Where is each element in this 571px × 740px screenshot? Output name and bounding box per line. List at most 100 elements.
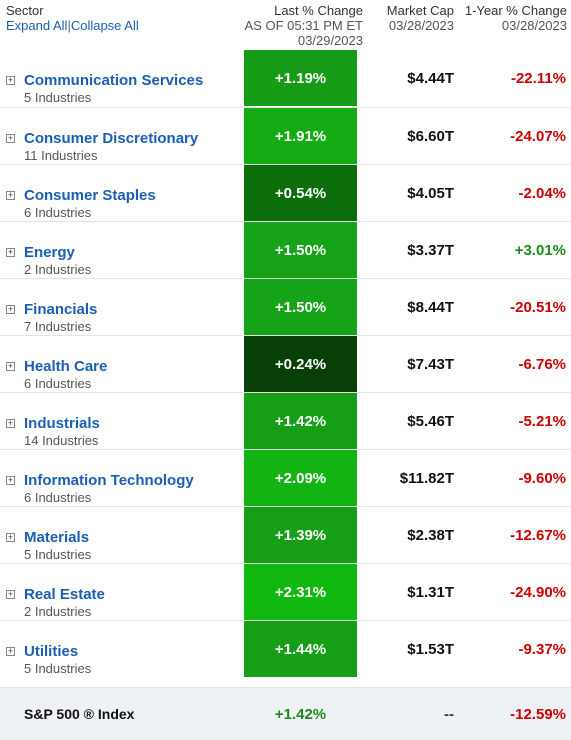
one-year-cell: +3.01%: [514, 241, 566, 259]
last-change-asof: AS OF 05:31 PM ET: [244, 18, 364, 33]
market-cap-cell: $5.46T: [407, 412, 454, 430]
industries-count: 5 Industries: [24, 547, 92, 562]
market-cap-cell: $1.31T: [407, 583, 454, 601]
last-change-cell: +1.50%: [244, 279, 357, 335]
sector-name-link[interactable]: Real Estate: [24, 586, 105, 603]
sector-row: + Health Care 6 Industries +0.24% $7.43T -6.7…: [0, 335, 571, 392]
last-change-date: 03/29/2023: [297, 33, 363, 48]
sector-name-link[interactable]: Information Technology: [24, 472, 194, 489]
last-change-header[interactable]: Last % Change AS OF 05:31 PM ET 03/29/20…: [230, 3, 364, 48]
market-cap-label: Market Cap: [386, 3, 454, 18]
last-change-cell: +0.24%: [244, 336, 357, 392]
sector-row: + Communication Services 5 Industries +1.19…: [0, 50, 571, 107]
sector-table: + Communication Services 5 Industries +1.19…: [0, 50, 571, 677]
index-name: S&P 500 ® Index: [24, 706, 135, 722]
last-change-cell: +1.44%: [244, 621, 357, 677]
sector-header-label: Sector: [6, 3, 44, 18]
expand-icon[interactable]: +: [6, 475, 15, 485]
index-market-cap: --: [444, 706, 454, 723]
sector-row: + Industrials 14 Industries +1.42% $5.46T -5.…: [0, 392, 571, 449]
sector-row: + Materials 5 Industries +1.39% $2.38T -12.67…: [0, 506, 571, 563]
one-year-cell: -12.67%: [510, 526, 566, 544]
industries-count: 7 Industries: [24, 319, 92, 334]
sector-name-link[interactable]: Health Care: [24, 358, 108, 375]
industries-count: 11 Industries: [24, 148, 98, 163]
expand-icon[interactable]: +: [6, 532, 15, 542]
index-row: S&P 500 ® Index +1.42% -- -12.59%: [0, 687, 571, 740]
sector-name-link[interactable]: Consumer Discretionary: [24, 130, 199, 147]
market-cap-date: 03/28/2023: [388, 18, 454, 33]
sector-name-link[interactable]: Materials: [24, 529, 90, 546]
industries-count: 6 Industries: [24, 205, 92, 220]
market-cap-cell: $4.44T: [407, 69, 454, 87]
expand-icon[interactable]: +: [6, 304, 15, 314]
index-change: +1.42%: [274, 706, 327, 723]
last-change-cell: +1.91%: [244, 108, 357, 164]
one-year-cell: -24.90%: [510, 583, 566, 601]
market-cap-cell: $1.53T: [407, 640, 454, 658]
expand-icon[interactable]: +: [6, 418, 15, 428]
one-year-cell: -20.51%: [510, 298, 566, 316]
one-year-header[interactable]: 1-Year % Change 03/28/2023: [455, 3, 567, 33]
sector-row: + Consumer Discretionary 11 Industries +1.9…: [0, 107, 571, 164]
sector-row: + Energy 2 Industries +1.50% $3.37T +3.01%: [0, 221, 571, 278]
industries-count: 14 Industries: [24, 433, 99, 448]
expand-collapse-links: Expand All|Collapse All: [6, 18, 139, 33]
last-change-label: Last % Change: [274, 3, 363, 18]
last-change-cell: +1.42%: [244, 393, 357, 449]
sector-name-link[interactable]: Communication Services: [24, 72, 204, 89]
last-change-cell: +2.09%: [244, 450, 357, 506]
market-cap-cell: $2.38T: [407, 526, 454, 544]
expand-icon[interactable]: +: [6, 190, 15, 200]
last-change-cell: +2.31%: [244, 564, 357, 620]
industries-count: 6 Industries: [24, 376, 92, 391]
one-year-cell: -22.11%: [510, 69, 566, 87]
sector-row: + Real Estate 2 Industries +2.31% $1.31T -24.…: [0, 563, 571, 620]
expand-icon[interactable]: +: [6, 247, 15, 257]
sector-name-link[interactable]: Financials: [24, 301, 98, 318]
expand-all-link[interactable]: Expand All: [6, 18, 68, 33]
market-cap-cell: $4.05T: [407, 184, 454, 202]
sector-header: Sector Expand All|Collapse All: [6, 3, 139, 33]
expand-icon[interactable]: +: [6, 589, 15, 599]
last-change-cell: +0.54%: [244, 165, 357, 221]
table-header: Sector Expand All|Collapse All Last % Ch…: [0, 0, 571, 50]
expand-icon[interactable]: +: [6, 646, 15, 656]
market-cap-cell: $3.37T: [407, 241, 454, 259]
expand-icon[interactable]: +: [6, 133, 15, 143]
sector-row: + Financials 7 Industries +1.50% $8.44T -20.5…: [0, 278, 571, 335]
one-year-cell: -2.04%: [518, 184, 566, 202]
sector-row: + Information Technology 6 Industries +2.09…: [0, 449, 571, 506]
sector-name-link[interactable]: Industrials: [24, 415, 100, 432]
index-one-year: -12.59%: [510, 706, 566, 723]
market-cap-cell: $8.44T: [407, 298, 454, 316]
one-year-cell: -6.76%: [518, 355, 566, 373]
one-year-cell: -24.07%: [510, 127, 566, 145]
sector-row: + Utilities 5 Industries +1.44% $1.53T -9.37%: [0, 620, 571, 677]
expand-icon[interactable]: +: [6, 361, 15, 371]
last-change-cell: +1.39%: [244, 507, 357, 563]
sector-name-link[interactable]: Energy: [24, 244, 75, 261]
last-change-cell: +1.19%: [244, 50, 357, 106]
market-cap-cell: $6.60T: [407, 127, 454, 145]
last-change-cell: +1.50%: [244, 222, 357, 278]
one-year-label: 1-Year % Change: [464, 3, 567, 18]
industries-count: 2 Industries: [24, 262, 92, 277]
sector-name-link[interactable]: Consumer Staples: [24, 187, 156, 204]
one-year-cell: -5.21%: [518, 412, 566, 430]
one-year-date: 03/28/2023: [501, 18, 567, 33]
industries-count: 6 Industries: [24, 490, 92, 505]
sector-name-link[interactable]: Utilities: [24, 643, 79, 660]
market-cap-header[interactable]: Market Cap 03/28/2023: [370, 3, 454, 33]
expand-icon[interactable]: +: [6, 75, 15, 85]
industries-count: 2 Industries: [24, 604, 92, 619]
links-separator: |: [67, 18, 71, 33]
industries-count: 5 Industries: [24, 661, 92, 676]
one-year-cell: -9.37%: [518, 640, 566, 658]
one-year-cell: -9.60%: [518, 469, 566, 487]
sector-row: + Consumer Staples 6 Industries +0.54% $4.05…: [0, 164, 571, 221]
collapse-all-link[interactable]: Collapse All: [70, 18, 139, 33]
market-cap-cell: $7.43T: [407, 355, 454, 373]
market-cap-cell: $11.82T: [399, 469, 454, 487]
industries-count: 5 Industries: [24, 90, 92, 105]
